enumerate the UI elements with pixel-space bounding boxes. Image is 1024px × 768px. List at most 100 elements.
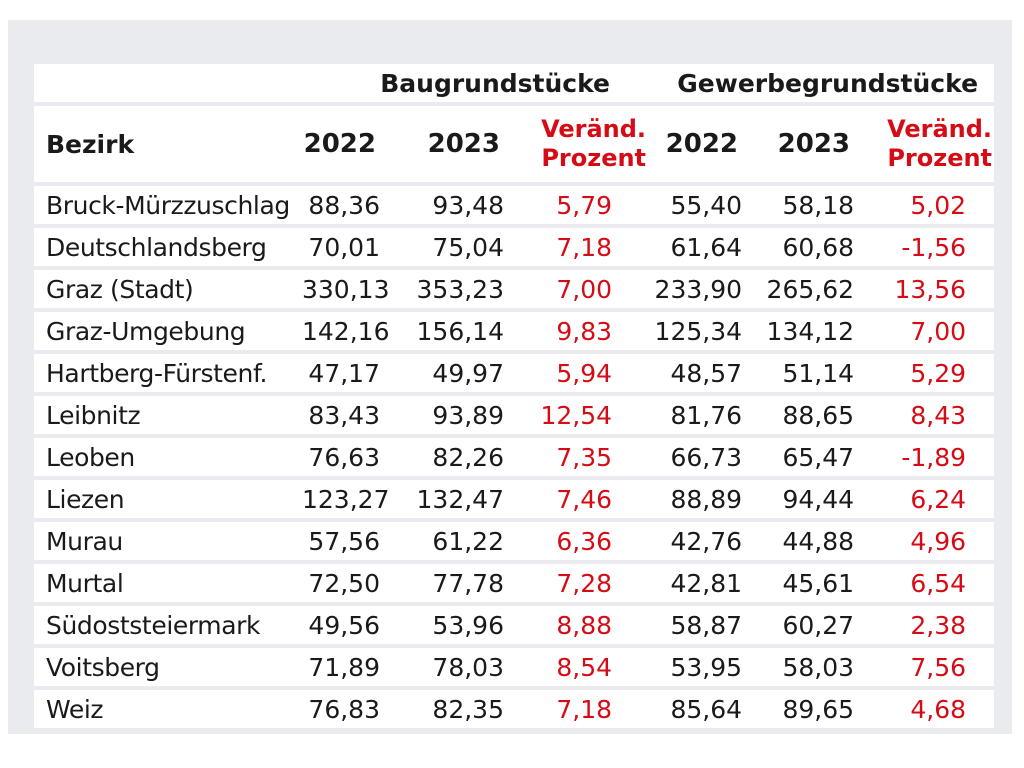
- column-header-gew-change-line2: Prozent: [887, 144, 993, 172]
- table-row: Weiz 76,83 82,35 7,18 85,64 89,65 4,68: [34, 690, 995, 728]
- cell-bau-2023: 61,22: [396, 522, 508, 560]
- cell-gew-2023: 51,14: [758, 354, 871, 392]
- cell-district: Voitsberg: [34, 648, 302, 686]
- cell-gew-change: -1,89: [870, 438, 995, 476]
- cell-bau-2022: 49,56: [302, 606, 396, 644]
- cell-bau-2022: 72,50: [302, 564, 396, 602]
- cell-gew-2022: 125,34: [646, 312, 759, 350]
- column-header-gew-change-line1: Veränd.: [887, 115, 993, 144]
- cell-district: Graz-Umgebung: [34, 312, 302, 350]
- cell-district: Liezen: [34, 480, 302, 518]
- table-row: Murau 57,56 61,22 6,36 42,76 44,88 4,96: [34, 522, 995, 560]
- cell-bau-change: 8,54: [508, 648, 647, 686]
- cell-district: Hartberg-Fürstenf.: [34, 354, 302, 392]
- cell-bau-2023: 75,04: [396, 228, 508, 266]
- cell-bau-change: 9,83: [508, 312, 647, 350]
- column-header-bau-change-line1: Veränd.: [541, 115, 647, 144]
- cell-gew-2023: 65,47: [758, 438, 871, 476]
- column-header-bau-2022: 2022: [302, 106, 396, 182]
- cell-gew-change: -1,56: [870, 228, 995, 266]
- table-row: Voitsberg 71,89 78,03 8,54 53,95 58,03 7,56: [34, 648, 995, 686]
- cell-bau-change: 5,79: [508, 186, 647, 224]
- cell-gew-change: 5,02: [870, 186, 995, 224]
- cell-gew-change: 2,38: [870, 606, 995, 644]
- cell-gew-2023: 44,88: [758, 522, 871, 560]
- group-header-baugrundstuecke: Baugrundstücke: [302, 64, 647, 102]
- cell-gew-change: 7,00: [870, 312, 995, 350]
- column-header-row: Bezirk 2022 2023 Veränd. Prozent 2022 202…: [34, 106, 995, 182]
- cell-gew-2022: 55,40: [646, 186, 759, 224]
- cell-bau-change: 12,54: [508, 396, 647, 434]
- cell-district: Bruck-Mürzzuschlag: [34, 186, 302, 224]
- cell-gew-2023: 60,27: [758, 606, 871, 644]
- column-header-bau-change: Veränd. Prozent: [508, 106, 647, 182]
- cell-bau-2022: 123,27: [302, 480, 396, 518]
- cell-district: Leoben: [34, 438, 302, 476]
- cell-gew-2022: 88,89: [646, 480, 759, 518]
- cell-bau-2022: 142,16: [302, 312, 396, 350]
- cell-bau-2023: 82,35: [396, 690, 508, 728]
- cell-gew-change: 6,24: [870, 480, 995, 518]
- cell-bau-change: 7,18: [508, 228, 647, 266]
- cell-gew-2023: 58,03: [758, 648, 871, 686]
- cell-district: Südoststeiermark: [34, 606, 302, 644]
- cell-bau-2022: 70,01: [302, 228, 396, 266]
- cell-gew-change: 7,56: [870, 648, 995, 686]
- cell-gew-2022: 53,95: [646, 648, 759, 686]
- cell-bau-change: 7,35: [508, 438, 647, 476]
- cell-district: Leibnitz: [34, 396, 302, 434]
- table-row: Leoben 76,63 82,26 7,35 66,73 65,47 -1,89: [34, 438, 995, 476]
- cell-district: Deutschlandsberg: [34, 228, 302, 266]
- cell-gew-2022: 61,64: [646, 228, 759, 266]
- cell-gew-2022: 42,76: [646, 522, 759, 560]
- table-row: Bruck-Mürzzuschlag 88,36 93,48 5,79 55,40 58,…: [34, 186, 995, 224]
- cell-bau-2022: 330,13: [302, 270, 396, 308]
- cell-gew-2023: 134,12: [758, 312, 871, 350]
- table-row: Hartberg-Fürstenf. 47,17 49,97 5,94 48,57 51,…: [34, 354, 995, 392]
- cell-bau-2022: 88,36: [302, 186, 396, 224]
- column-header-bau-change-line2: Prozent: [541, 144, 647, 172]
- cell-bau-2023: 49,97: [396, 354, 508, 392]
- cell-bau-change: 7,46: [508, 480, 647, 518]
- table-body: Bruck-Mürzzuschlag 88,36 93,48 5,79 55,40 58,…: [34, 186, 995, 728]
- cell-bau-2023: 353,23: [396, 270, 508, 308]
- cell-gew-2022: 48,57: [646, 354, 759, 392]
- table-row: Murtal 72,50 77,78 7,28 42,81 45,61 6,54: [34, 564, 995, 602]
- cell-gew-change: 6,54: [870, 564, 995, 602]
- cell-district: Murau: [34, 522, 302, 560]
- cell-gew-change: 13,56: [870, 270, 995, 308]
- cell-district: Graz (Stadt): [34, 270, 302, 308]
- column-header-gew-2023: 2023: [758, 106, 871, 182]
- column-header-gew-2022: 2022: [646, 106, 759, 182]
- cell-bau-2023: 156,14: [396, 312, 508, 350]
- cell-gew-2022: 66,73: [646, 438, 759, 476]
- cell-gew-2022: 42,81: [646, 564, 759, 602]
- table-row: Leibnitz 83,43 93,89 12,54 81,76 88,65 8,43: [34, 396, 995, 434]
- cell-bau-2023: 78,03: [396, 648, 508, 686]
- cell-bau-2023: 93,89: [396, 396, 508, 434]
- column-header-district: Bezirk: [34, 106, 302, 182]
- cell-gew-2023: 58,18: [758, 186, 871, 224]
- cell-bau-2023: 132,47: [396, 480, 508, 518]
- cell-gew-2023: 94,44: [758, 480, 871, 518]
- cell-bau-change: 7,00: [508, 270, 647, 308]
- cell-bau-2023: 82,26: [396, 438, 508, 476]
- table-row: Südoststeiermark 49,56 53,96 8,88 58,87 60,27…: [34, 606, 995, 644]
- cell-gew-change: 4,96: [870, 522, 995, 560]
- cell-bau-change: 8,88: [508, 606, 647, 644]
- cell-bau-change: 7,18: [508, 690, 647, 728]
- cell-bau-change: 6,36: [508, 522, 647, 560]
- cell-district: Weiz: [34, 690, 302, 728]
- cell-bau-2023: 53,96: [396, 606, 508, 644]
- cell-gew-2023: 265,62: [758, 270, 871, 308]
- column-header-bau-2023: 2023: [396, 106, 508, 182]
- group-header-gewerbegrundstuecke: Gewerbegrundstücke: [646, 64, 995, 102]
- table-row: Graz-Umgebung 142,16 156,14 9,83 125,34 134,1…: [34, 312, 995, 350]
- table-frame: Baugrundstücke Gewerbegrundstücke Bezirk…: [8, 20, 1012, 734]
- cell-bau-2023: 77,78: [396, 564, 508, 602]
- cell-gew-change: 5,29: [870, 354, 995, 392]
- cell-district: Murtal: [34, 564, 302, 602]
- group-header-spacer: [34, 64, 302, 102]
- cell-bau-2022: 57,56: [302, 522, 396, 560]
- cell-gew-2022: 85,64: [646, 690, 759, 728]
